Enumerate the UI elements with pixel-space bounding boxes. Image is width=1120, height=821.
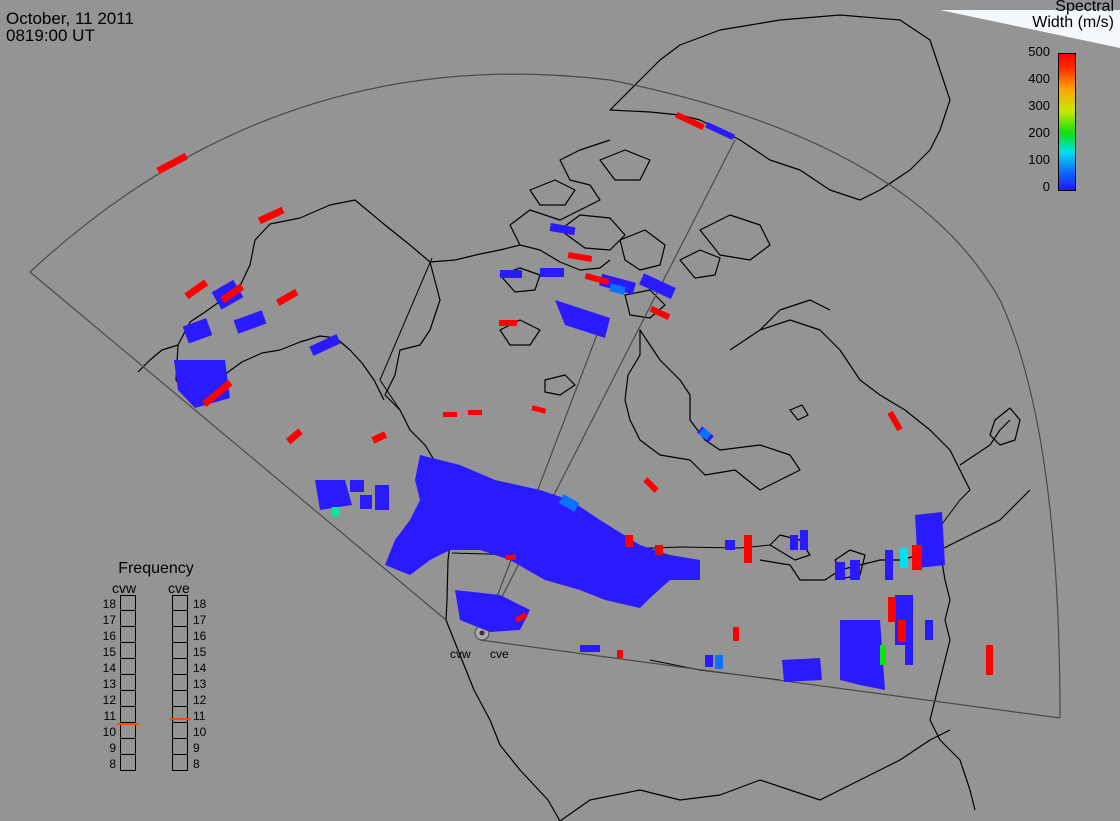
frequency-marker-cvw <box>117 723 139 725</box>
frequency-level-label: 14 <box>193 661 207 675</box>
frequency-cell <box>172 739 188 755</box>
frequency-column-cve <box>169 595 191 771</box>
frequency-cell <box>172 611 188 627</box>
colorbar-title-line2: Width (m/s) <box>1032 14 1114 31</box>
frequency-level-label: 15 <box>193 645 207 659</box>
frequency-level-label: 9 <box>193 741 200 755</box>
frequency-cell <box>172 675 188 691</box>
date-label: October, 11 2011 <box>6 9 134 28</box>
frequency-level-label: 10 <box>102 725 116 739</box>
frequency-level-label: 16 <box>102 629 116 643</box>
frequency-cell <box>120 755 136 771</box>
frequency-cell <box>172 659 188 675</box>
frequency-cell <box>120 691 136 707</box>
frequency-level-label: 13 <box>193 677 207 691</box>
colorbar-tick: 200 <box>1028 125 1050 140</box>
frequency-level-label: 11 <box>193 709 206 723</box>
colorbar-title: Spectral Width (m/s) <box>984 0 1114 31</box>
scatter-region-west <box>385 455 700 608</box>
frequency-marker-cve <box>169 718 191 721</box>
frequency-level-label: 8 <box>109 757 116 771</box>
frequency-cell <box>172 627 188 643</box>
frequency-cell <box>120 595 136 611</box>
colorbar-tick: 400 <box>1028 71 1050 86</box>
frequency-cell <box>120 659 136 675</box>
colorbar-tick: 0 <box>1042 179 1050 194</box>
projection-corner <box>940 10 1120 48</box>
frequency-column-cvw <box>117 595 139 771</box>
frequency-level-label: 17 <box>193 613 207 627</box>
frequency-level-label: 13 <box>102 677 116 691</box>
frequency-level-label: 10 <box>193 725 207 739</box>
frequency-cell <box>172 755 188 771</box>
frequency-cell <box>120 627 136 643</box>
radar-label-cve: cve <box>490 647 509 661</box>
frequency-cell <box>172 723 188 739</box>
frequency-cell <box>172 643 188 659</box>
colorbar-scale <box>1058 53 1076 191</box>
frequency-radar-cvw: cvw <box>112 580 137 596</box>
radar-label-cvw: cvw <box>450 647 471 661</box>
frequency-cell <box>120 739 136 755</box>
frequency-level-label: 16 <box>193 629 207 643</box>
frequency-level-label: 11 <box>103 709 116 723</box>
frequency-level-label: 18 <box>102 597 116 611</box>
colorbar-tick: 500 <box>1028 44 1050 59</box>
frequency-cell <box>120 611 136 627</box>
frequency-title: Frequency <box>118 560 194 577</box>
coastline <box>137 14 1031 821</box>
frequency-cell <box>120 723 136 739</box>
frequency-level-label: 12 <box>193 693 207 707</box>
frequency-level-label: 17 <box>102 613 116 627</box>
colorbar-tick: 100 <box>1028 152 1050 167</box>
frequency-level-label: 12 <box>102 693 116 707</box>
frequency-level-label: 8 <box>193 757 200 771</box>
frequency-radar-cve: cve <box>168 580 190 596</box>
frequency-level-label: 18 <box>193 597 207 611</box>
colorbar-tick: 300 <box>1028 98 1050 113</box>
frequency-cell <box>172 595 188 611</box>
frequency-cell <box>120 675 136 691</box>
frequency-level-label: 14 <box>102 661 116 675</box>
frequency-cell <box>172 691 188 707</box>
frequency-level-label: 15 <box>102 645 116 659</box>
frequency-cell <box>120 707 136 723</box>
colorbar-title-line1: Spectral <box>1055 0 1114 15</box>
backscatter-cells <box>156 111 993 690</box>
frequency-level-label: 9 <box>109 741 116 755</box>
frequency-cell <box>120 643 136 659</box>
time-label: 0819:00 UT <box>6 26 95 45</box>
frequency-cell <box>172 707 188 723</box>
